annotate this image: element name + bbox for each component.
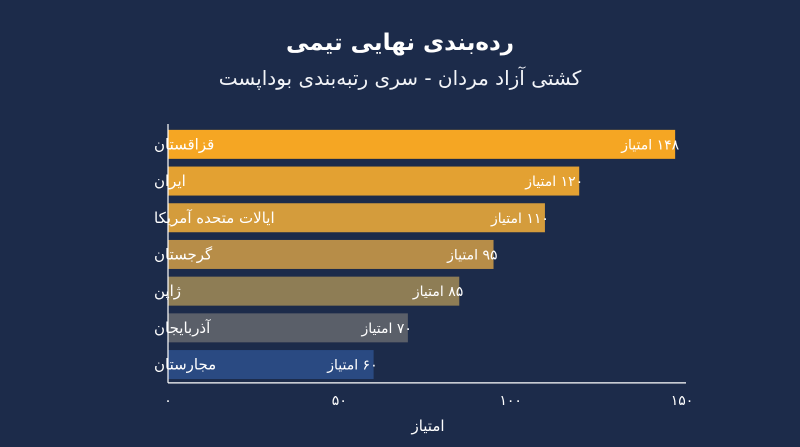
category-label-3: ایالات متحده آمریکا [154, 209, 275, 227]
bar-1 [168, 129, 676, 159]
bar-4 [168, 239, 494, 269]
category-label-6: آذربایجان [154, 319, 211, 337]
category-label-1: قزاقستان [154, 135, 214, 153]
category-label-4: گرجستان [154, 245, 213, 263]
bar-6 [168, 313, 408, 343]
category-label-7: مجارستان [154, 356, 216, 374]
x-tick-label-1: ۰ [164, 393, 172, 409]
value-label-1: ۱۴۸ امتیاز [620, 137, 679, 153]
bar-5 [168, 276, 460, 306]
x-axis-title: امتیاز [410, 417, 444, 435]
x-tick-label-4: ۱۵۰ [671, 393, 694, 409]
bar-7 [168, 350, 374, 380]
value-label-3: ۱۱۰ امتیاز [490, 211, 549, 227]
value-label-5: ۸۵ امتیاز [412, 284, 463, 300]
x-tick-label-3: ۱۰۰ [499, 393, 522, 409]
category-label-2: ایران [154, 172, 186, 190]
value-label-4: ۹۵ امتیاز [446, 247, 497, 263]
chart-subtitle: کشتی آزاد مردان - سری رتبه‌بندی بوداپست [218, 66, 582, 90]
bar-3 [168, 203, 545, 233]
x-tick-label-2: ۵۰ [332, 393, 347, 409]
chart-title: رده‌بندی نهایی تیمی [285, 30, 515, 56]
value-label-6: ۷۰ امتیاز [360, 321, 411, 337]
value-label-2: ۱۲۰ امتیاز [524, 174, 583, 190]
bar-2 [168, 166, 580, 196]
value-label-7: ۶۰ امتیاز [326, 358, 377, 374]
